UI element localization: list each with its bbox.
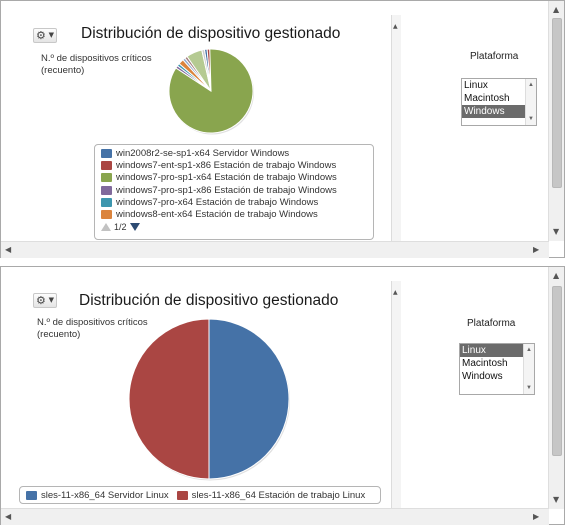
scroll-down-arrow-icon[interactable]: ▼ — [553, 227, 560, 236]
top-chart-legend: win2008r2-se-sp1-x64 Servidor Windows win… — [94, 144, 374, 240]
bottom-pie-chart — [128, 318, 290, 481]
bottom-platform-label: Plataforma — [467, 318, 516, 329]
scroll-right-arrow-icon[interactable]: ▶ — [533, 512, 540, 521]
bottom-pane-splitter[interactable]: ▲ — [391, 281, 401, 509]
listbox-scrollbar[interactable]: ▲ ▼ — [525, 79, 536, 125]
legend-label: win2008r2-se-sp1-x64 Servidor Windows — [116, 147, 290, 159]
listbox-scroll-down-icon[interactable]: ▼ — [528, 116, 534, 122]
top-platform-label: Plataforma — [470, 51, 519, 62]
bottom-settings-button[interactable]: ⚙ ▼ — [33, 293, 57, 308]
legend-item[interactable]: windows7-ent-sp1-x86 Estación de trabajo… — [101, 159, 367, 171]
legend-label: windows8-ent-x64 Estación de trabajo Win… — [116, 209, 318, 221]
bottom-chart-legend: sles-11-x86_64 Servidor Linux sles-11-x86… — [19, 486, 381, 504]
top-y-axis-label-line2: (recuento) — [41, 65, 85, 76]
legend-swatch — [101, 197, 112, 207]
legend-item[interactable]: windows7-pro-sp1-x64 Estación de trabajo… — [101, 172, 367, 184]
top-settings-button[interactable]: ⚙ ▼ — [33, 28, 57, 43]
top-platform-listbox[interactable]: Linux Macintosh Windows ▲ ▼ — [461, 78, 537, 126]
scroll-up-arrow-icon[interactable]: ▲ — [553, 271, 560, 280]
bottom-platform-listbox[interactable]: Linux Macintosh Windows ▲ ▼ — [459, 343, 535, 395]
bottom-vertical-scrollbar[interactable]: ▲ ▼ — [548, 267, 564, 509]
splitter-arrow-up-icon[interactable]: ▲ — [393, 289, 398, 296]
listbox-scroll-up-icon[interactable]: ▲ — [528, 82, 534, 88]
legend-item[interactable]: win2008r2-se-sp1-x64 Servidor Windows — [101, 147, 367, 159]
top-y-axis-label: N.º de dispositivos críticos (recuento) — [41, 53, 152, 77]
listbox-scroll-down-icon[interactable]: ▼ — [526, 385, 532, 391]
platform-option-windows[interactable]: Windows — [462, 105, 525, 118]
platform-option-linux[interactable]: Linux — [460, 344, 523, 357]
top-vertical-scrollbar[interactable]: ▲ ▼ — [548, 1, 564, 241]
legend-item[interactable]: windows7-pro-x64 Estación de trabajo Win… — [101, 196, 367, 208]
bottom-y-axis-label-line1: N.º de dispositivos críticos — [37, 317, 148, 328]
gear-icon: ⚙ — [36, 294, 46, 307]
bottom-vertical-scroll-thumb[interactable] — [552, 286, 562, 456]
bottom-horizontal-scrollbar[interactable]: ◀ ▶ — [1, 508, 549, 525]
legend-next-page-icon[interactable] — [129, 223, 140, 232]
top-pie-chart — [168, 48, 254, 135]
scroll-down-arrow-icon[interactable]: ▼ — [553, 495, 560, 504]
legend-label: windows7-pro-sp1-x64 Estación de trabajo… — [116, 172, 337, 184]
legend-label: sles-11-x86_64 Estación de trabajo Linux — [191, 489, 366, 501]
legend-label: windows7-ent-sp1-x86 Estación de trabajo… — [116, 159, 337, 171]
scroll-right-arrow-icon[interactable]: ▶ — [533, 245, 540, 254]
top-chart-area: ⚙ ▼ Distribución de dispositivo gestionad… — [1, 1, 391, 241]
legend-swatch — [101, 185, 112, 195]
pie-slice-1[interactable] — [128, 318, 210, 480]
legend-swatch — [101, 160, 112, 170]
bottom-chart-title: Distribución de dispositivo gestionado — [79, 292, 339, 309]
scroll-left-arrow-icon[interactable]: ◀ — [5, 245, 12, 254]
legend-swatch — [101, 148, 112, 158]
platform-option-macintosh[interactable]: Macintosh — [464, 93, 510, 104]
legend-swatch — [176, 490, 188, 500]
listbox-scroll-up-icon[interactable]: ▲ — [526, 347, 532, 353]
legend-label: windows7-pro-x64 Estación de trabajo Win… — [116, 196, 319, 208]
top-chart-title: Distribución de dispositivo gestionado — [81, 25, 341, 42]
bottom-chart-area: ⚙ ▼ Distribución de dispositivo gestionad… — [1, 267, 391, 509]
scroll-up-arrow-icon[interactable]: ▲ — [553, 5, 560, 14]
pie-slice-9[interactable] — [201, 48, 212, 92]
legend-item[interactable]: sles-11-x86_64 Estación de trabajo Linux — [176, 489, 366, 501]
platform-option-macintosh[interactable]: Macintosh — [462, 358, 508, 369]
top-horizontal-scrollbar[interactable]: ◀ ▶ — [1, 241, 549, 258]
pie-slice-0[interactable] — [208, 318, 290, 480]
legend-item[interactable]: sles-11-x86_64 Servidor Linux — [26, 489, 169, 501]
platform-option-linux[interactable]: Linux — [464, 80, 488, 91]
top-pane-splitter[interactable]: ▲ — [391, 15, 401, 241]
legend-item[interactable]: windows7-pro-sp1-x86 Estación de trabajo… — [101, 184, 367, 196]
scroll-left-arrow-icon[interactable]: ◀ — [5, 512, 12, 521]
splitter-arrow-up-icon[interactable]: ▲ — [393, 23, 398, 30]
gear-icon: ⚙ — [36, 29, 46, 42]
legend-prev-page-icon[interactable] — [101, 223, 111, 232]
legend-item[interactable]: windows8-ent-x64 Estación de trabajo Win… — [101, 208, 367, 220]
bottom-y-axis-label-line2: (recuento) — [37, 329, 81, 340]
legend-page-indicator: 1/2 — [114, 222, 127, 233]
top-y-axis-label-line1: N.º de dispositivos críticos — [41, 53, 152, 64]
platform-option-windows[interactable]: Windows — [462, 371, 503, 382]
legend-pager: 1/2 — [101, 221, 367, 234]
legend-swatch — [101, 210, 112, 220]
legend-label: windows7-pro-sp1-x86 Estación de trabajo… — [116, 184, 337, 196]
chevron-down-icon: ▼ — [48, 31, 54, 39]
listbox-scrollbar[interactable]: ▲ ▼ — [523, 344, 534, 394]
legend-label: sles-11-x86_64 Servidor Linux — [41, 489, 169, 501]
bottom-y-axis-label: N.º de dispositivos críticos (recuento) — [37, 317, 148, 341]
top-widget-panel: ⚙ ▼ Distribución de dispositivo gestionad… — [0, 0, 565, 258]
bottom-widget-panel: ⚙ ▼ Distribución de dispositivo gestionad… — [0, 266, 565, 525]
legend-swatch — [26, 490, 37, 500]
legend-swatch — [101, 173, 112, 183]
top-vertical-scroll-thumb[interactable] — [552, 18, 562, 188]
chevron-down-icon: ▼ — [48, 296, 54, 304]
